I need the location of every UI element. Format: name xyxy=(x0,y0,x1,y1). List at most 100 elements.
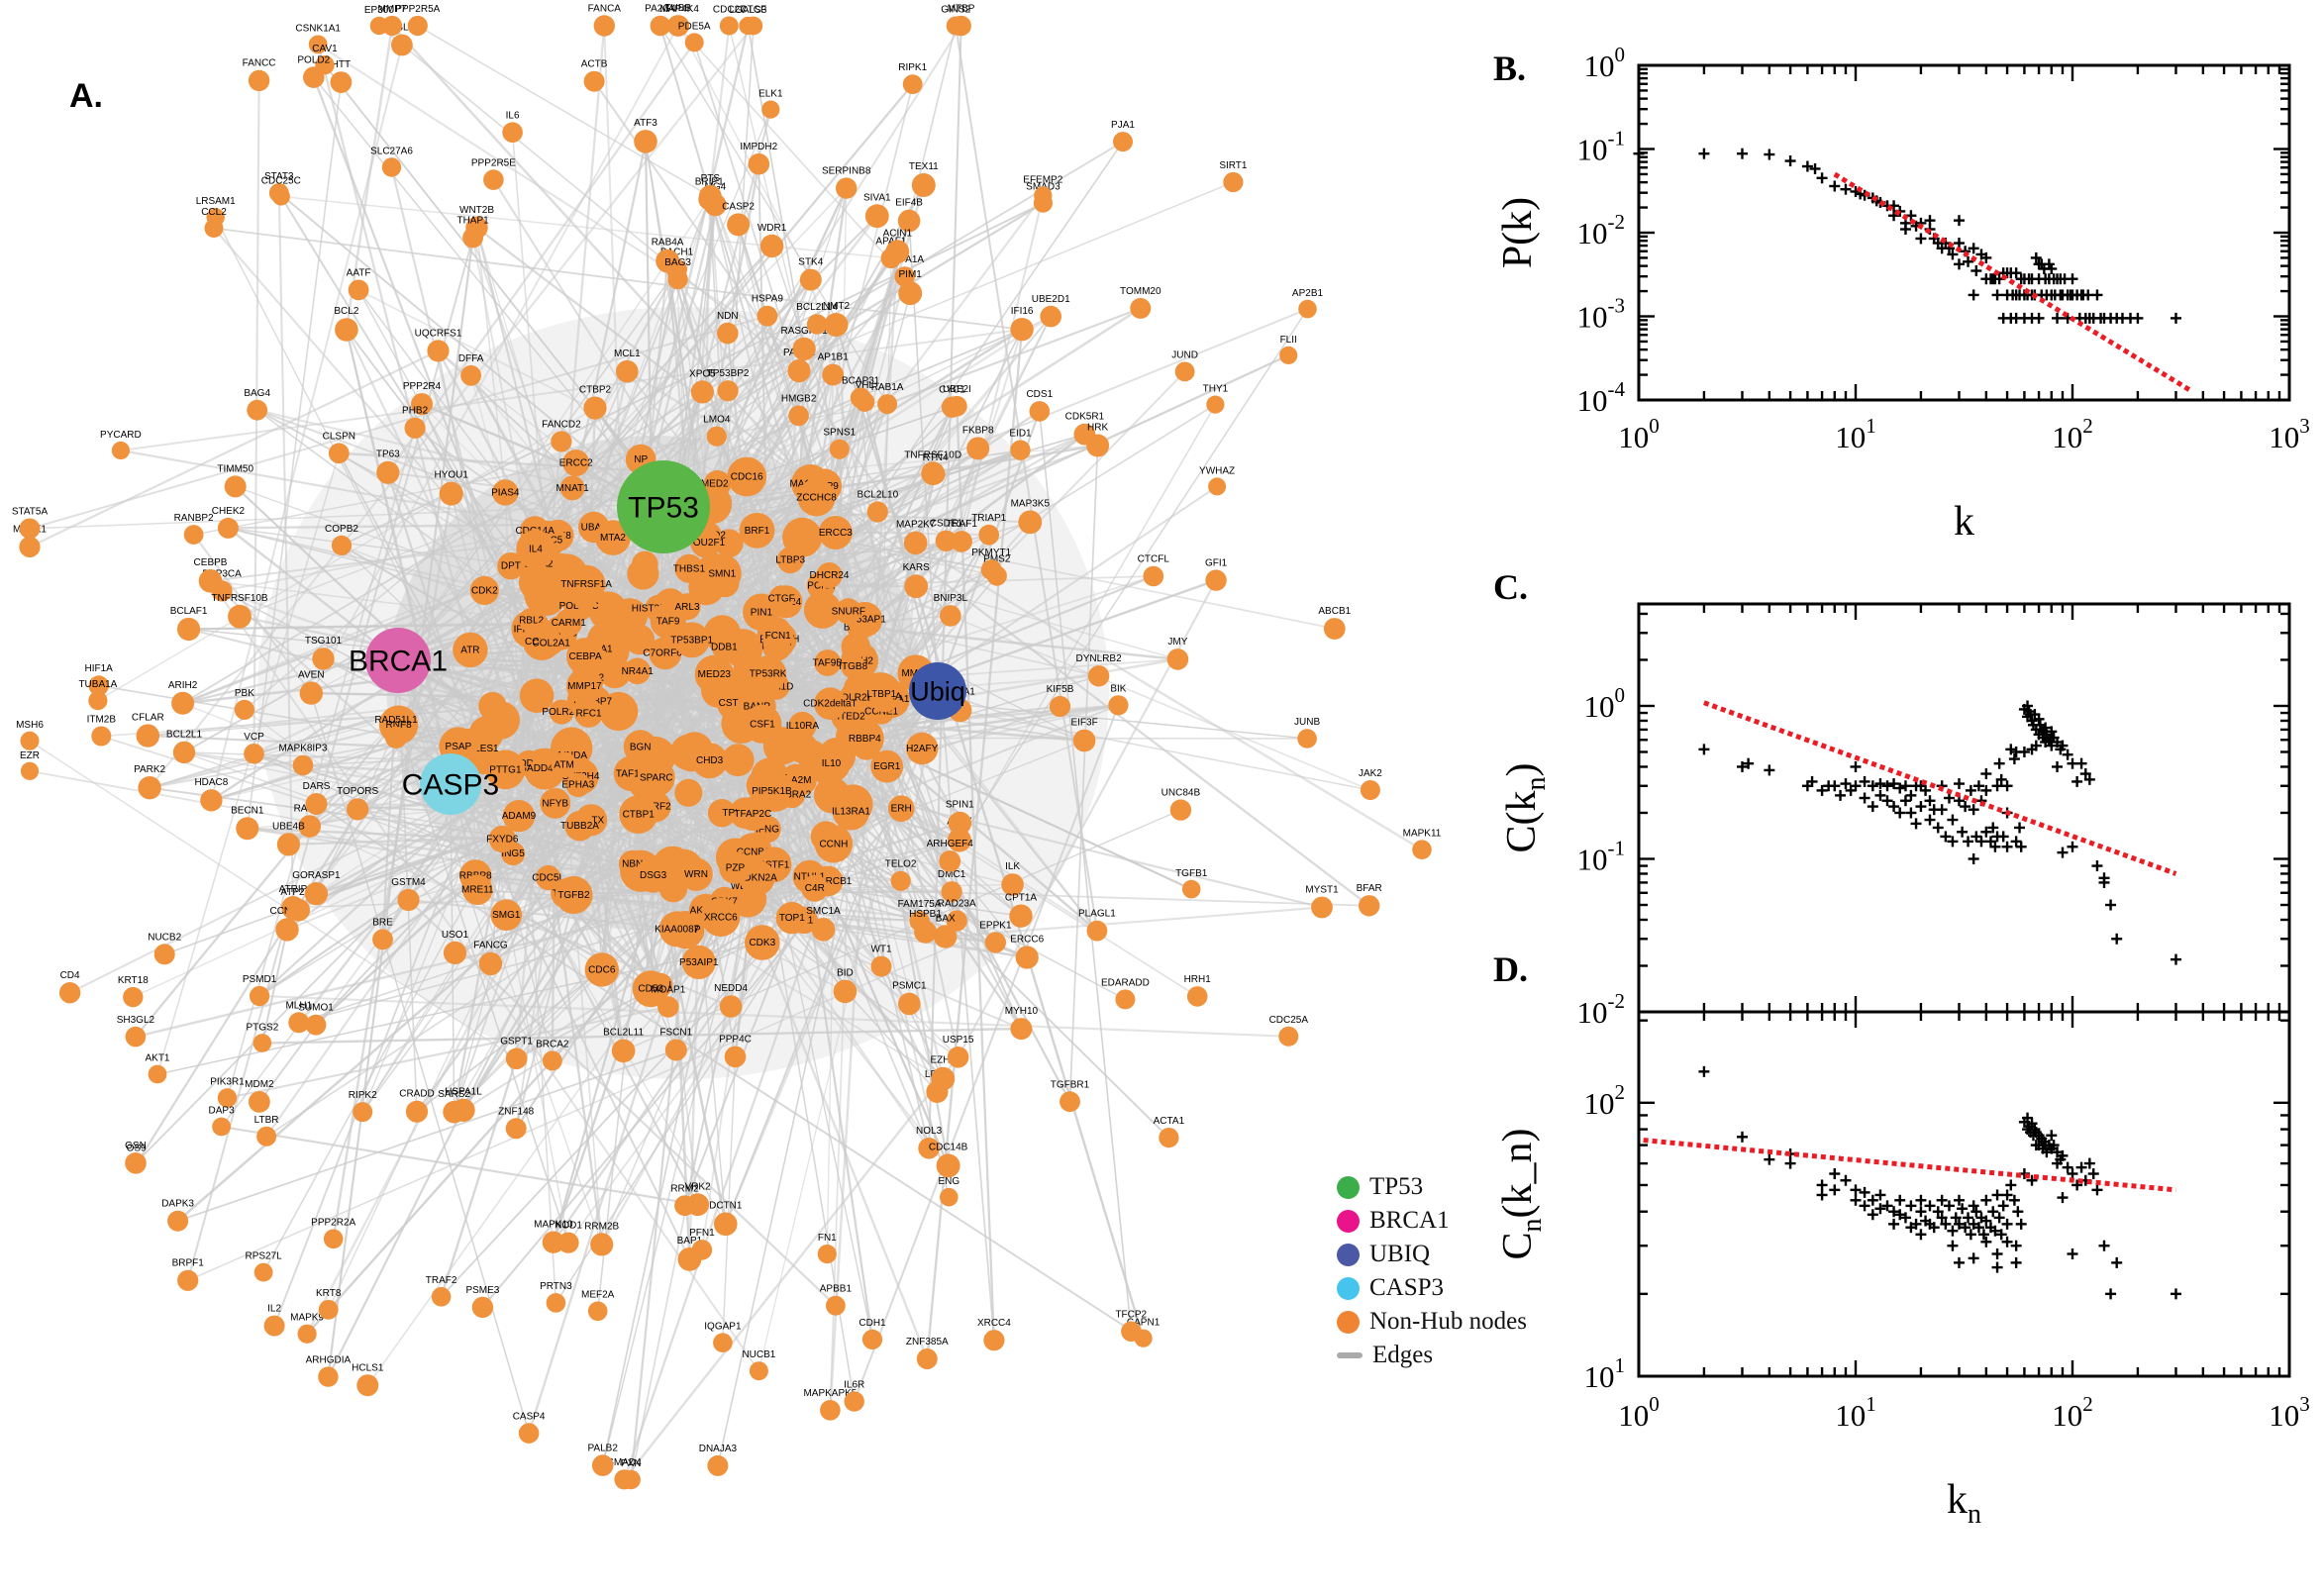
panel-d-label: D. xyxy=(1493,949,1528,989)
svg-text:TAF9: TAF9 xyxy=(656,616,680,627)
svg-text:HYOU1: HYOU1 xyxy=(434,470,468,481)
svg-text:SMARCB1: SMARCB1 xyxy=(804,876,853,887)
network-node: SMC1A xyxy=(806,906,841,942)
network-node: CTBP1 xyxy=(619,795,658,834)
svg-text:Ubiq: Ubiq xyxy=(910,676,965,706)
svg-text:EP300: EP300 xyxy=(364,5,394,16)
svg-text:OS9: OS9 xyxy=(127,1143,147,1153)
network-node: ARHGDIA xyxy=(306,1354,352,1387)
network-node: TP63 xyxy=(376,449,400,484)
svg-text:UBA1: UBA1 xyxy=(581,523,608,534)
svg-text:UQCRFS1: UQCRFS1 xyxy=(415,328,462,339)
svg-text:MNAT1: MNAT1 xyxy=(556,483,590,494)
network-node: HSPA9 xyxy=(752,294,783,327)
svg-text:IL6R: IL6R xyxy=(844,1379,864,1390)
network-node: FXYD6 xyxy=(486,825,519,853)
network-node: TIMM50 xyxy=(217,463,253,498)
svg-text:CYC1: CYC1 xyxy=(939,385,965,396)
svg-text:PSMC1: PSMC1 xyxy=(892,981,927,992)
svg-text:IQGAP1: IQGAP1 xyxy=(704,1321,742,1332)
svg-text:ENG: ENG xyxy=(938,1176,960,1187)
scatter-points xyxy=(1633,148,2181,324)
svg-text:PARK2: PARK2 xyxy=(134,764,165,775)
svg-text:AVEN: AVEN xyxy=(298,669,325,680)
network-node: UBE2I xyxy=(943,384,971,417)
network-node: TP53BP1 xyxy=(670,622,714,658)
network-node: PIK3R1 xyxy=(210,1076,245,1108)
network-node: RPS27L xyxy=(245,1251,282,1282)
network-node: EIF4B xyxy=(895,198,923,233)
svg-text:TRAF1: TRAF1 xyxy=(946,519,977,530)
network-node: ACTA1 xyxy=(1154,1116,1185,1148)
network-node: C4R xyxy=(801,874,829,902)
network-node: TGFBR1 xyxy=(1051,1079,1090,1113)
svg-text:ABL1: ABL1 xyxy=(390,23,415,34)
svg-text:FXYD6: FXYD6 xyxy=(486,835,519,846)
network-node: MAP3K5 xyxy=(1011,499,1050,535)
network-node: PARK2 xyxy=(134,764,166,800)
network-node: JUND xyxy=(1171,350,1198,382)
svg-text:YWHAZ: YWHAZ xyxy=(1199,465,1235,476)
network-node: EZH2 xyxy=(931,1055,957,1091)
svg-text:SNURF: SNURF xyxy=(832,606,865,617)
svg-text:P53AIP1: P53AIP1 xyxy=(679,957,719,968)
network-node: USO1 xyxy=(442,930,469,965)
network-node: RASGRF1 xyxy=(780,326,828,361)
axis-ticks xyxy=(1637,1012,2291,1378)
svg-text:SPARC: SPARC xyxy=(640,773,673,784)
network-node: COL2A1 xyxy=(533,631,570,655)
svg-text:FKBP8: FKBP8 xyxy=(962,425,994,436)
svg-text:AKT1: AKT1 xyxy=(145,1053,169,1064)
svg-text:BGN: BGN xyxy=(630,742,652,752)
svg-text:TGFB1: TGFB1 xyxy=(1175,868,1208,879)
legend: TP53 BRCA1 UBIQ CASP3 Non-Hub nodes Edges xyxy=(1337,1170,1527,1372)
svg-text:SARS2: SARS2 xyxy=(438,1089,470,1100)
network-node: DSG3 xyxy=(635,857,671,893)
network-node: CDK3 xyxy=(745,925,780,960)
network-node: ACIN1 xyxy=(883,228,912,264)
svg-text:MAPKAPK5: MAPKAPK5 xyxy=(803,1388,857,1399)
network-node: FN1 xyxy=(817,1233,837,1264)
svg-text:CLSPN: CLSPN xyxy=(323,431,355,442)
svg-text:MAPK9: MAPK9 xyxy=(290,1313,324,1324)
network-node: DARS xyxy=(303,781,331,815)
svg-text:APBB1: APBB1 xyxy=(820,1284,853,1295)
network-node: BGN xyxy=(623,730,657,764)
svg-text:TNFRSF10D: TNFRSF10D xyxy=(904,449,961,460)
svg-text:UBE4B: UBE4B xyxy=(272,821,305,832)
x-axis-title: kn xyxy=(1947,1477,1981,1530)
network-node: BCL2L11 xyxy=(603,1028,645,1063)
svg-text:BRE: BRE xyxy=(372,918,393,929)
svg-text:KRT18: KRT18 xyxy=(118,975,149,986)
network-node: CD53 xyxy=(632,970,669,1008)
svg-text:MED23: MED23 xyxy=(698,669,732,680)
network-node: IL4 xyxy=(516,530,556,569)
svg-text:FANCD2: FANCD2 xyxy=(542,419,581,430)
svg-text:KARS: KARS xyxy=(903,562,931,573)
svg-text:TEX11: TEX11 xyxy=(909,161,939,172)
network-node: PTS xyxy=(698,173,722,208)
network-node: TSG101 xyxy=(305,636,343,670)
network-node: TFAP2C xyxy=(734,796,771,831)
network-node: BCL2 xyxy=(334,306,359,342)
fit-line xyxy=(1643,1138,2176,1193)
network-node: CEBPB xyxy=(194,557,228,593)
network-node: EDARADD xyxy=(1101,977,1150,1010)
svg-text:TAF9B: TAF9B xyxy=(813,658,844,669)
network-node: IL10RA xyxy=(786,711,819,741)
svg-text:CPT1A: CPT1A xyxy=(1005,893,1038,904)
network-node: TOPORS xyxy=(337,786,378,821)
network-node: TRAF1 xyxy=(946,519,977,552)
network-node: ABL1 xyxy=(390,23,415,56)
svg-text:BFAR: BFAR xyxy=(1357,883,1382,894)
svg-text:EID1: EID1 xyxy=(1009,429,1032,440)
network-node: CPT1A xyxy=(1005,893,1038,928)
svg-text:GSPT1: GSPT1 xyxy=(500,1037,533,1047)
network-node: BAG4 xyxy=(244,388,270,421)
svg-text:DPT: DPT xyxy=(501,561,521,572)
network-node: DPT xyxy=(497,552,525,580)
panel-a-label: A. xyxy=(69,77,103,115)
network-node: RRM2B xyxy=(584,1221,620,1256)
svg-text:NR4A1: NR4A1 xyxy=(622,666,655,677)
svg-text:PLAGL1: PLAGL1 xyxy=(1078,909,1116,920)
